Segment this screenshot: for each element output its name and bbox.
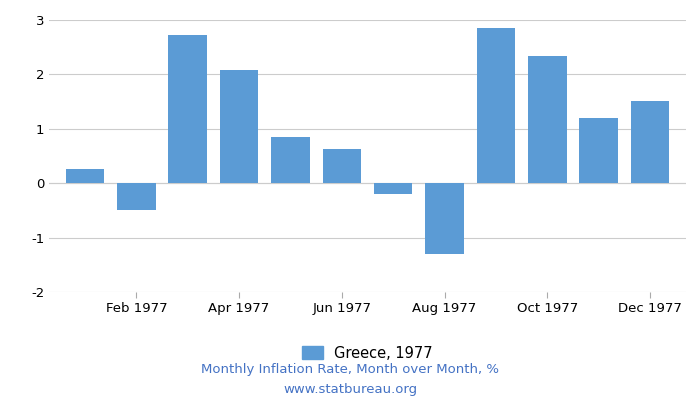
Legend: Greece, 1977: Greece, 1977: [302, 346, 433, 360]
Bar: [477, 28, 515, 183]
Bar: [374, 183, 412, 194]
Bar: [631, 100, 669, 183]
Text: Monthly Inflation Rate, Month over Month, %: Monthly Inflation Rate, Month over Month…: [201, 364, 499, 376]
Bar: [271, 137, 309, 183]
Bar: [528, 56, 566, 183]
Bar: [426, 183, 464, 254]
Bar: [323, 149, 361, 183]
Bar: [580, 118, 618, 183]
Bar: [66, 168, 104, 183]
Text: www.statbureau.org: www.statbureau.org: [283, 384, 417, 396]
Bar: [117, 183, 155, 210]
Bar: [169, 35, 207, 183]
Bar: [220, 70, 258, 183]
